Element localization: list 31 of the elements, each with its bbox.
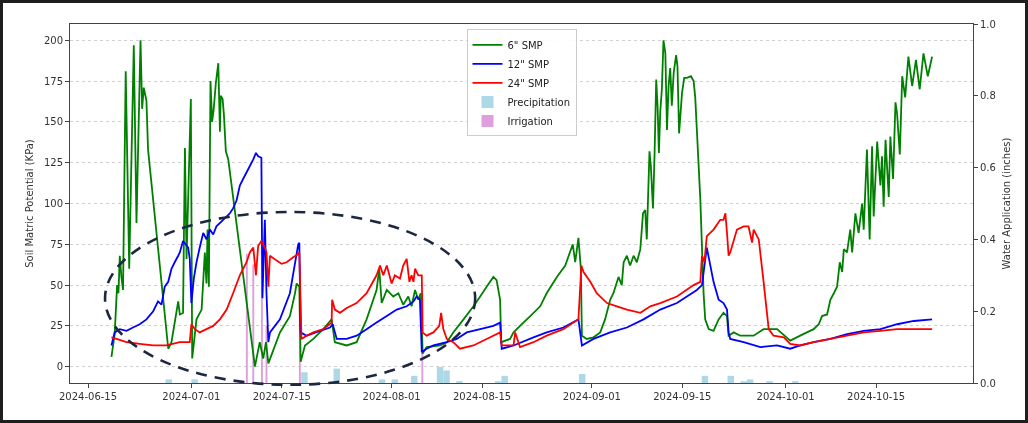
y-tick-label: 75 (50, 238, 63, 250)
y-tick-label: 200 (43, 34, 63, 46)
y-tick-label: 0 (56, 361, 63, 373)
y2-axis-title: Water Application (inches) (1001, 137, 1013, 270)
y2-tick-label: 0.4 (980, 233, 996, 245)
x-tick-label: 2024-07-15 (252, 391, 311, 402)
y-tick-label: 25 (50, 320, 63, 332)
x-tick-label: 2024-06-15 (58, 391, 118, 402)
legend-label: 12" SMP (507, 58, 550, 70)
y2-tick-label: 0.6 (980, 162, 996, 174)
x-tick-label: 2024-10-01 (756, 391, 815, 402)
x-tick-label: 2024-07-01 (162, 391, 221, 402)
y-tick-label: 50 (50, 279, 63, 291)
y-tick-label: 100 (43, 198, 63, 209)
y2-tick-label: 0.8 (980, 90, 996, 102)
x-tick-label: 2024-09-01 (562, 391, 621, 402)
y2-tick-label: 1.0 (980, 18, 996, 30)
x-tick-label: 2024-08-15 (453, 391, 512, 402)
y2-tick-label: 0.2 (980, 305, 996, 317)
x-tick-label: 2024-09-15 (653, 391, 712, 402)
legend-label: 24" SMP (507, 77, 550, 89)
x-tick-label: 2024-10-15 (847, 391, 906, 402)
y-axis-title: Soil Matric Potential (KPa) (23, 139, 35, 268)
x-tick-label: 2024-08-01 (362, 391, 421, 402)
y-tick-label: 175 (43, 75, 63, 87)
legend-label: Precipitation (507, 96, 571, 108)
y2-tick-label: 0.0 (980, 377, 996, 389)
legend-label: 6" SMP (507, 39, 543, 51)
y-tick-label: 125 (43, 157, 63, 169)
y-tick-label: 150 (43, 116, 63, 128)
legend-label: Irrigation (507, 115, 553, 127)
